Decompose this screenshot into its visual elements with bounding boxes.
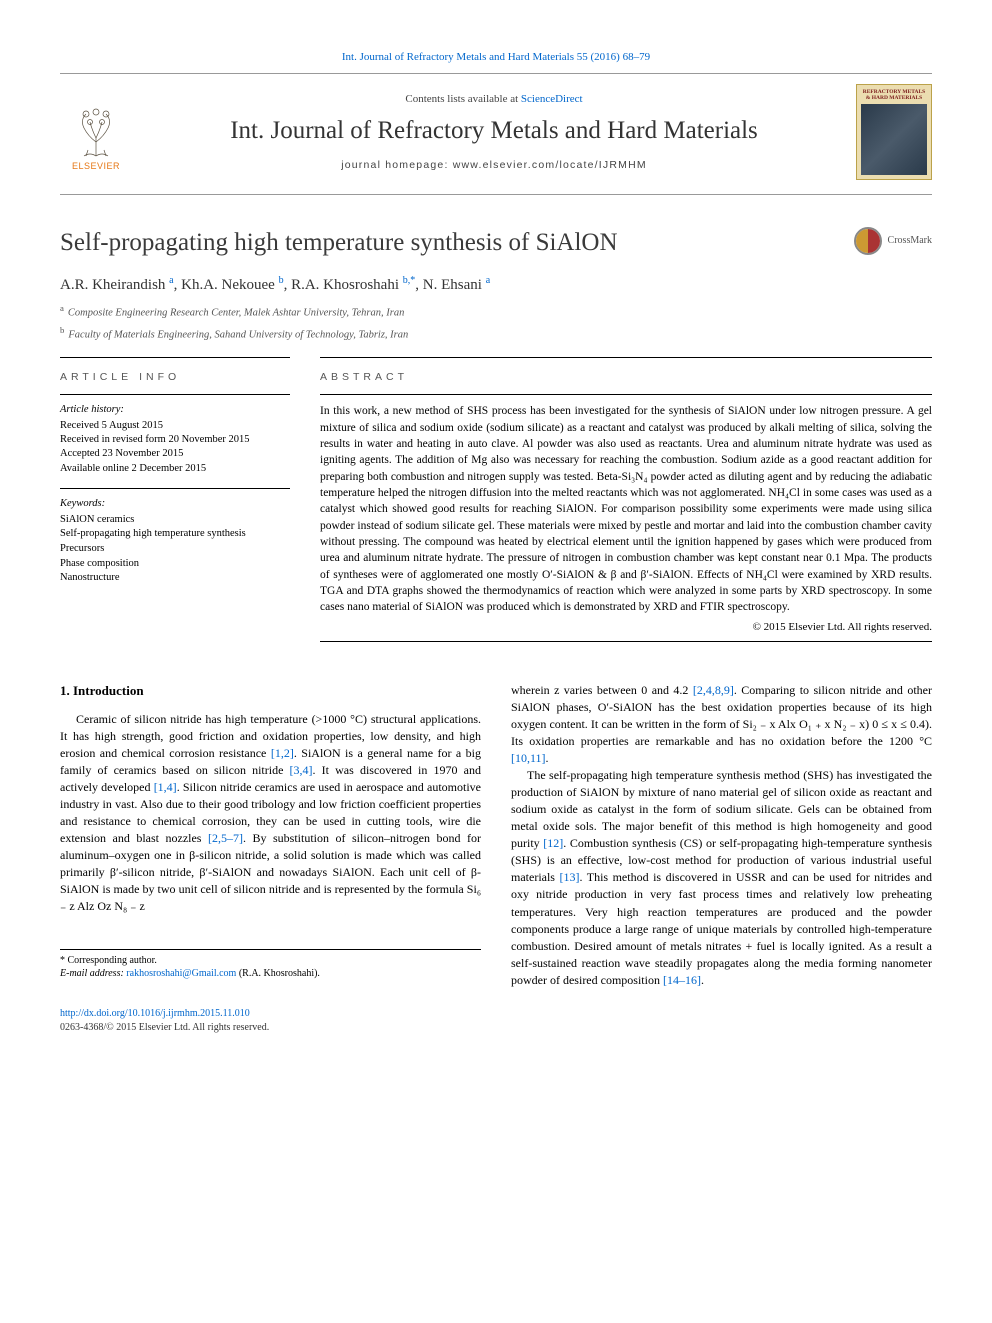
journal-name: Int. Journal of Refractory Metals and Ha…: [150, 113, 838, 148]
citation-link[interactable]: [1,4]: [154, 780, 177, 794]
article-info-heading: ARTICLE INFO: [60, 370, 290, 385]
affiliation: aComposite Engineering Research Center, …: [60, 302, 932, 321]
homepage-url[interactable]: www.elsevier.com/locate/IJRMHM: [453, 159, 647, 171]
contents-prefix: Contents lists available at: [405, 93, 520, 105]
masthead: ELSEVIER Contents lists available at Sci…: [60, 73, 932, 195]
homepage-prefix: journal homepage:: [341, 159, 453, 171]
author-aff-sup: b: [279, 275, 284, 286]
doi-link[interactable]: http://dx.doi.org/10.1016/j.ijrmhm.2015.…: [60, 1008, 250, 1019]
intro-para-right-1: wherein z varies between 0 and 4.2 [2,4,…: [511, 682, 932, 767]
author-aff-sup: a: [169, 275, 173, 286]
authors-line: A.R. Kheirandish a, Kh.A. Nekouee b, R.A…: [60, 274, 932, 296]
abstract-text: In this work, a new method of SHS proces…: [320, 403, 932, 615]
right-column: wherein z varies between 0 and 4.2 [2,4,…: [511, 682, 932, 989]
email-label: E-mail address:: [60, 968, 126, 979]
citation-link[interactable]: [12]: [543, 836, 563, 850]
intro-para-left: Ceramic of silicon nitride has high temp…: [60, 711, 481, 915]
citation-link[interactable]: [14–16]: [663, 973, 701, 987]
history-line: Received in revised form 20 November 201…: [60, 433, 290, 447]
left-column: 1. Introduction Ceramic of silicon nitri…: [60, 682, 481, 989]
history-line: Received 5 August 2015: [60, 419, 290, 433]
intro-para-right-2: The self-propagating high temperature sy…: [511, 767, 932, 988]
author: A.R. Kheirandish a: [60, 277, 174, 293]
journal-homepage: journal homepage: www.elsevier.com/locat…: [150, 158, 838, 173]
keywords-label: Keywords:: [60, 497, 290, 512]
article-info-col: ARTICLE INFO Article history: Received 5…: [60, 357, 290, 642]
top-citation-link[interactable]: Int. Journal of Refractory Metals and Ha…: [60, 50, 932, 65]
sciencedirect-link[interactable]: ScienceDirect: [521, 93, 583, 105]
citation-link[interactable]: [1,2]: [271, 746, 294, 760]
footnotes: * Corresponding author. E-mail address: …: [60, 949, 481, 981]
keyword: Precursors: [60, 542, 290, 557]
page-footer: http://dx.doi.org/10.1016/j.ijrmhm.2015.…: [60, 1007, 932, 1035]
author-aff-sup: a: [486, 275, 490, 286]
copyright-line: © 2015 Elsevier Ltd. All rights reserved…: [320, 620, 932, 635]
affiliation: bFaculty of Materials Engineering, Sahan…: [60, 324, 932, 343]
elsevier-tree-icon: [66, 100, 126, 158]
cover-label: REFRACTORY METALS & HARD MATERIALS: [861, 89, 927, 101]
keyword: SiAlON ceramics: [60, 513, 290, 528]
title-block: CrossMark Self-propagating high temperat…: [60, 225, 932, 342]
keyword: Self-propagating high temperature synthe…: [60, 527, 290, 542]
keyword: Phase composition: [60, 557, 290, 572]
abstract-col: ABSTRACT In this work, a new method of S…: [320, 357, 932, 642]
corr-star: *: [410, 275, 415, 286]
article-title: Self-propagating high temperature synthe…: [60, 225, 932, 260]
citation-link[interactable]: [3,4]: [290, 763, 313, 777]
email-link[interactable]: rakhosroshahi@Gmail.com: [126, 968, 236, 979]
author: N. Ehsani a: [423, 277, 490, 293]
abstract-heading: ABSTRACT: [320, 370, 932, 385]
crossmark-label: CrossMark: [888, 234, 932, 248]
cover-image: [861, 104, 927, 175]
citation-link[interactable]: [13]: [559, 870, 579, 884]
citation-link[interactable]: [2,5–7]: [208, 831, 243, 845]
masthead-center: Contents lists available at ScienceDirec…: [150, 92, 838, 173]
journal-cover-thumb: REFRACTORY METALS & HARD MATERIALS: [856, 84, 932, 180]
contents-line: Contents lists available at ScienceDirec…: [150, 92, 838, 107]
keyword: Nanostructure: [60, 571, 290, 586]
body-two-col: 1. Introduction Ceramic of silicon nitri…: [60, 682, 932, 989]
citation-link[interactable]: [2,4,8,9]: [693, 683, 734, 697]
history-label: Article history:: [60, 403, 290, 418]
info-abstract-row: ARTICLE INFO Article history: Received 5…: [60, 357, 932, 642]
elsevier-logo: ELSEVIER: [60, 92, 132, 172]
crossmark-icon: [854, 227, 882, 255]
issn-line: 0263-4368/© 2015 Elsevier Ltd. All right…: [60, 1022, 269, 1033]
crossmark-badge[interactable]: CrossMark: [854, 227, 932, 255]
history-line: Accepted 23 November 2015: [60, 447, 290, 461]
intro-heading: 1. Introduction: [60, 682, 481, 700]
email-note: E-mail address: rakhosroshahi@Gmail.com …: [60, 967, 481, 981]
elsevier-wordmark: ELSEVIER: [72, 160, 120, 173]
author: R.A. Khosroshahi b,*: [291, 277, 415, 293]
email-who: (R.A. Khosroshahi).: [236, 968, 320, 979]
citation-link[interactable]: [10,11]: [511, 751, 546, 765]
history-line: Available online 2 December 2015: [60, 462, 290, 476]
top-citation-anchor[interactable]: Int. Journal of Refractory Metals and Ha…: [342, 51, 650, 63]
author: Kh.A. Nekouee b: [181, 277, 283, 293]
corresponding-note: * Corresponding author.: [60, 954, 481, 968]
